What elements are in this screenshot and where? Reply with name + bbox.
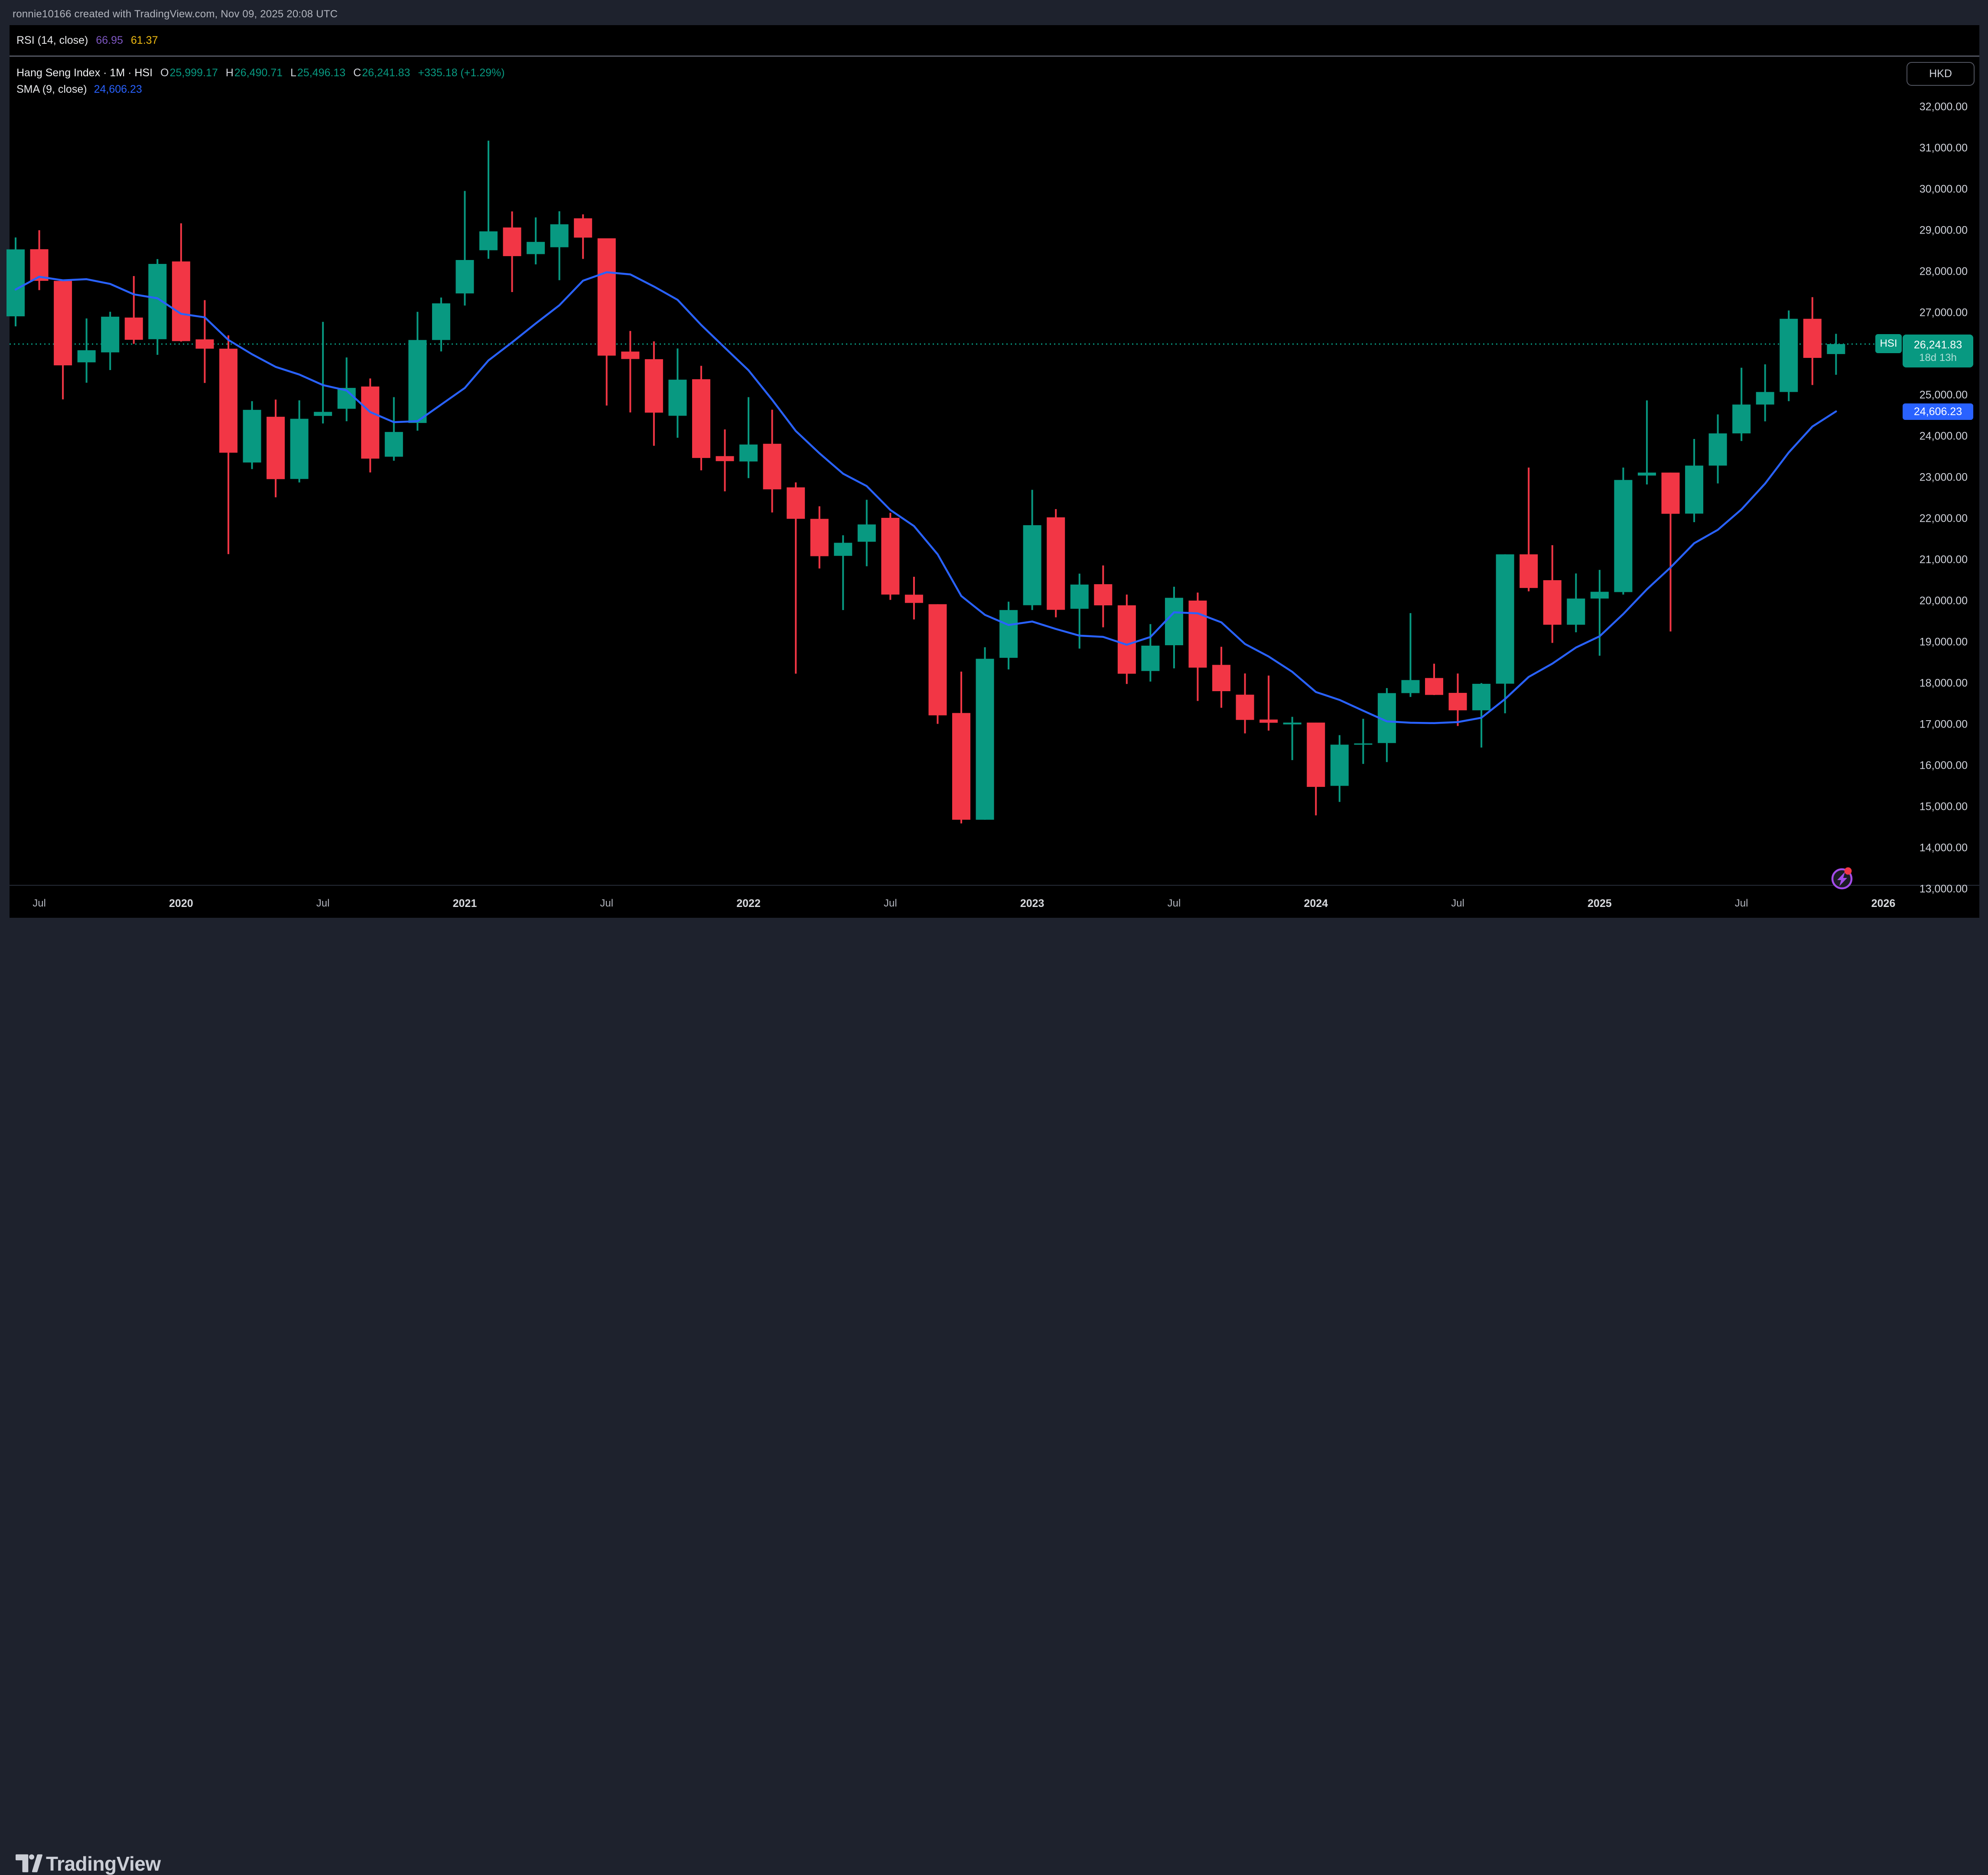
price-tick: 22,000.00: [1919, 512, 1968, 525]
symbol-price-tag: HSI: [1875, 334, 1902, 353]
rsi-legend-label: RSI (14, close): [16, 34, 88, 46]
time-scale[interactable]: Jul 2020 Jul 2021 Jul 2022 Jul 2023 Jul 2024 Jul 20…: [0, 892, 1988, 915]
price-tick: 21,000.00: [1919, 553, 1968, 566]
price-tick: 28,000.00: [1919, 265, 1968, 278]
currency-label: HKD: [1929, 68, 1952, 80]
price-tick: 27,000.00: [1919, 306, 1968, 319]
time-tick-year: 2026: [1871, 897, 1896, 910]
price-tick: 25,000.00: [1919, 389, 1968, 401]
sma-legend-value: 24,606.23: [94, 83, 142, 95]
time-tick-month: Jul: [316, 897, 330, 909]
symbol-legend-row[interactable]: Hang Seng Index · 1M · HSI O 25,999.17 H 26…: [16, 67, 505, 79]
lightning-button[interactable]: [1831, 867, 1853, 890]
time-tick-month: Jul: [1734, 897, 1748, 909]
tradingview-snapshot: ronnie10166 created with TradingView.com…: [0, 8, 1988, 1874]
sma-price-value: 24,606.23: [1913, 405, 1962, 418]
tradingview-logo-icon[interactable]: [16, 1854, 42, 1873]
time-tick-year: 2021: [452, 897, 477, 910]
ohlc-values: O 25,999.17 H 26,490.71 L 25,496.13 C 26,241.83: [160, 67, 410, 79]
price-tick: 24,000.00: [1919, 430, 1968, 442]
tradingview-wordmark[interactable]: TradingView: [46, 1852, 161, 1875]
price-tick: 18,000.00: [1919, 677, 1968, 689]
price-tick: 14,000.00: [1919, 842, 1968, 854]
price-tick: 31,000.00: [1919, 142, 1968, 154]
price-tick: 16,000.00: [1919, 759, 1968, 772]
last-price-value: 26,241.83: [1913, 338, 1962, 351]
rsi-ma-value: 61.37: [130, 34, 158, 46]
footer-bar: TradingView: [0, 918, 1988, 1874]
bar-countdown: 18d 13h: [1919, 351, 1957, 364]
last-price-label: 26,241.83 18d 13h: [1903, 335, 1973, 367]
main-chart-pane[interactable]: [10, 57, 1979, 918]
time-tick-year: 2022: [736, 897, 761, 910]
price-tick: 17,000.00: [1919, 718, 1968, 731]
symbol-tag-text: HSI: [1880, 338, 1897, 349]
time-tick-month: Jul: [1167, 897, 1181, 909]
sma-price-label: 24,606.23: [1903, 403, 1973, 420]
price-tick: 13,000.00: [1919, 883, 1968, 895]
symbol-title: Hang Seng Index · 1M · HSI: [16, 67, 153, 79]
ohlc-h-value: H 26,490.71: [225, 67, 283, 79]
sma-legend-label: SMA (9, close): [16, 83, 87, 95]
price-tick: 20,000.00: [1919, 595, 1968, 607]
sma-legend-row[interactable]: SMA (9, close) 24,606.23: [16, 83, 142, 95]
lightning-bolt-icon: [1837, 872, 1847, 886]
ohlc-o-value: O 25,999.17: [160, 67, 218, 79]
rsi-value: 66.95: [96, 34, 123, 46]
rsi-legend-row[interactable]: RSI (14, close) 66.95 61.37: [16, 34, 158, 46]
rsi-pane: [10, 25, 1979, 55]
time-tick-month: Jul: [1451, 897, 1464, 909]
price-tick: 32,000.00: [1919, 101, 1968, 113]
price-tick: 23,000.00: [1919, 471, 1968, 484]
currency-button[interactable]: HKD: [1907, 62, 1975, 86]
time-axis-separator: [10, 885, 1979, 886]
time-tick-year: 2023: [1020, 897, 1044, 910]
time-tick-month: Jul: [33, 897, 46, 909]
time-tick-month: Jul: [600, 897, 614, 909]
pane-separator[interactable]: [10, 55, 1979, 57]
time-tick-year: 2024: [1304, 897, 1328, 910]
attribution-text: ronnie10166 created with TradingView.com…: [13, 8, 338, 20]
price-tick: 30,000.00: [1919, 183, 1968, 195]
time-tick-month: Jul: [884, 897, 897, 909]
ohlc-c-value: C 26,241.83: [353, 67, 410, 79]
change-value: +335.18 (+1.29%): [418, 67, 505, 79]
price-tick: 15,000.00: [1919, 800, 1968, 813]
price-tick: 29,000.00: [1919, 224, 1968, 237]
time-tick-year: 2020: [169, 897, 193, 910]
ohlc-l-value: L 25,496.13: [290, 67, 346, 79]
price-tick: 19,000.00: [1919, 636, 1968, 648]
notification-dot: [1844, 867, 1852, 875]
time-tick-year: 2025: [1588, 897, 1612, 910]
